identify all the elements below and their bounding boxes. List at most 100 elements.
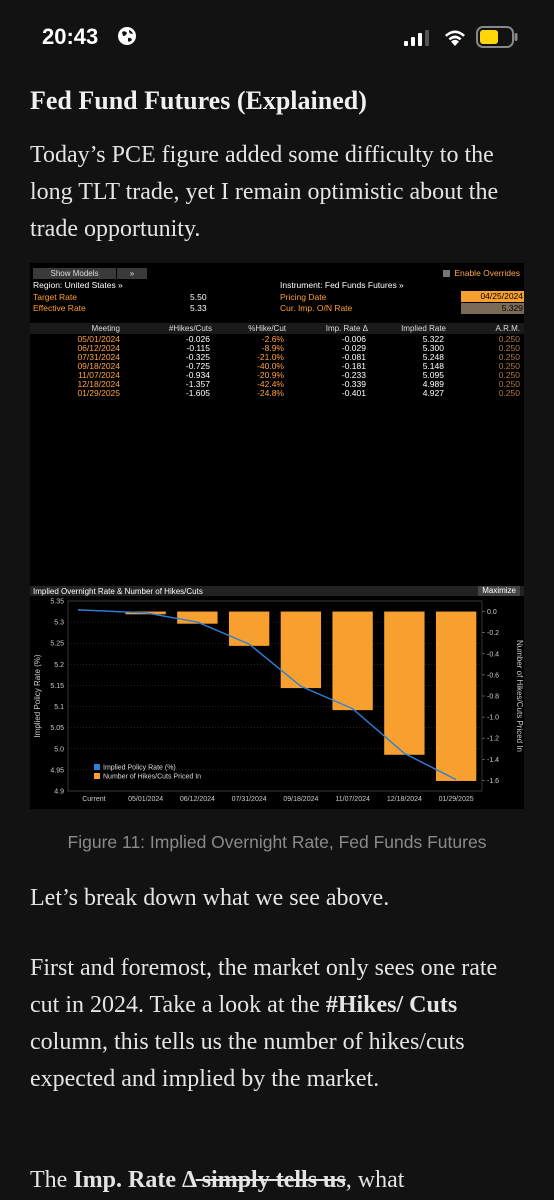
cell-imp: -0.181 (341, 361, 366, 371)
cell-implied: 4.927 (422, 388, 444, 398)
y-tick-label: 5.05 (50, 725, 64, 732)
cell-meeting: 07/31/2024 (77, 352, 120, 362)
maximize-button[interactable]: Maximize (478, 586, 520, 596)
p4-bold: Imp. Rate Δ (73, 1167, 196, 1193)
y2-tick-label: -1.2 (487, 736, 499, 743)
y-tick-label: 4.9 (54, 789, 64, 796)
col-meeting: Meeting (91, 324, 120, 333)
cell-pct: -2.6% (261, 334, 284, 344)
col-implied: Implied Rate (401, 324, 446, 333)
p3-text-b: column, this tells us the number of hike… (30, 1029, 465, 1092)
paragraph-2: Let’s break down what we see above. (30, 885, 390, 911)
x-tick-label: Current (82, 796, 105, 803)
cell-arm: 0.250 (498, 370, 520, 380)
p4-strike: simply tells us (195, 1167, 346, 1193)
cell-arm: 0.250 (498, 361, 520, 371)
table-row: 07/31/2024 -0.325 -21.0% -0.081 5.248 0.250 (30, 353, 524, 362)
cell-implied: 5.248 (422, 352, 444, 362)
cellular-signal-icon (404, 30, 429, 46)
bar (435, 611, 477, 781)
table-row: 05/01/2024 -0.026 -2.6% -0.006 5.322 0.250 (30, 335, 524, 344)
x-tick-label: 07/31/2024 (232, 796, 267, 803)
y-tick-label: 5.3 (54, 620, 64, 627)
cell-pct: -20.9% (257, 370, 284, 380)
x-tick-label: 06/12/2024 (180, 796, 215, 803)
p4-text-b: , what (345, 1167, 405, 1193)
globe-icon (118, 27, 136, 45)
bar (332, 611, 373, 711)
col-imp: Imp. Rate Δ (325, 324, 368, 333)
target-rate-value: 5.50 (190, 292, 207, 302)
legend-swatch (94, 773, 100, 779)
table-row: 06/12/2024 -0.115 -8.9% -0.029 5.300 0.250 (30, 344, 524, 353)
y2-axis-title: Number of Hikes/Cuts Priced In (515, 640, 524, 752)
y2-tick-label: -0.8 (487, 694, 499, 701)
bar (280, 611, 322, 689)
cell-pct: -21.0% (257, 352, 284, 362)
cell-hikes: -1.605 (185, 388, 210, 398)
cell-pct: -8.9% (261, 343, 284, 353)
cell-pct: -24.8% (257, 388, 284, 398)
table-header: Meeting #Hikes/Cuts %Hike/Cut Imp. Rate … (30, 323, 524, 334)
show-models-button[interactable]: Show Models (33, 268, 116, 279)
cell-meeting: 12/18/2024 (77, 379, 120, 389)
chart-title: Implied Overnight Rate & Number of Hikes… (33, 587, 203, 596)
cell-imp: -0.029 (341, 343, 366, 353)
cell-implied: 4.989 (422, 379, 444, 389)
battery-icon (476, 26, 518, 48)
cell-meeting: 01/29/2025 (77, 388, 120, 398)
cell-arm: 0.250 (498, 343, 520, 353)
cell-hikes: -0.325 (185, 352, 210, 362)
instrument-selector[interactable]: Instrument: Fed Funds Futures » (280, 280, 404, 290)
x-tick-label: 12/18/2024 (387, 796, 422, 803)
cell-arm: 0.250 (498, 379, 520, 389)
wifi-icon (445, 30, 465, 46)
enable-overrides-toggle[interactable]: Enable Overrides (443, 268, 520, 278)
y-tick-label: 5.35 (50, 599, 64, 606)
col-arm: A.R.M. (495, 324, 520, 333)
pricing-date-input[interactable]: 04/25/2024 (461, 291, 524, 302)
cell-implied: 5.300 (422, 343, 444, 353)
col-hikes: #Hikes/Cuts (168, 324, 212, 333)
cell-arm: 0.250 (498, 388, 520, 398)
expand-arrows-button[interactable]: » (117, 268, 147, 279)
article-title: Fed Fund Futures (Explained) (30, 86, 367, 115)
p3-text-a: First and foremost, the market only sees… (30, 955, 498, 1018)
p3-bold: #Hikes/ Cuts (325, 992, 458, 1018)
x-tick-label: 01/29/2025 (439, 796, 474, 803)
cell-meeting: 09/18/2024 (77, 361, 120, 371)
p4-text-a: The (30, 1167, 74, 1193)
table-row: 09/18/2024 -0.725 -40.0% -0.181 5.148 0.250 (30, 362, 524, 371)
enable-overrides-label: Enable Overrides (454, 268, 520, 278)
effective-rate-value: 5.33 (190, 303, 207, 313)
bar (228, 611, 270, 646)
checkbox-icon (443, 270, 451, 277)
cur-imp-rate-label: Cur. Imp. O/N Rate (280, 303, 353, 313)
y-axis-title: Implied Policy Rate (%) (33, 654, 42, 737)
y2-tick-label: -1.0 (487, 715, 499, 722)
legend-entry: Number of Hikes/Cuts Priced In (103, 774, 201, 781)
cell-arm: 0.250 (498, 334, 520, 344)
x-tick-label: 09/18/2024 (283, 796, 318, 803)
clock: 20:43 (42, 24, 99, 49)
paragraph-4: The Imp. Rate Δ simply tells us, what (30, 1162, 530, 1199)
y-tick-label: 4.95 (50, 767, 64, 774)
pricing-date-label: Pricing Date (280, 292, 327, 302)
cell-imp: -0.006 (341, 334, 366, 344)
cell-meeting: 11/07/2024 (78, 370, 120, 380)
y2-tick-label: -0.4 (487, 651, 499, 658)
table-row: 11/07/2024 -0.934 -20.9% -0.233 5.095 0.250 (30, 371, 524, 380)
y-tick-label: 5.0 (54, 746, 64, 753)
cell-implied: 5.322 (422, 334, 444, 344)
figure-caption: Figure 11: Implied Overnight Rate, Fed F… (67, 832, 487, 852)
chart-header: Implied Overnight Rate & Number of Hikes… (30, 586, 524, 596)
region-selector[interactable]: Region: United States » (33, 280, 123, 290)
terminal-figure: Show Models » Enable Overrides Region: U… (30, 263, 524, 809)
rate-line (77, 609, 457, 781)
cell-hikes: -0.115 (186, 343, 210, 353)
cell-pct: -42.4% (257, 379, 284, 389)
cell-imp: -0.233 (341, 370, 366, 380)
legend-swatch (94, 764, 100, 770)
y2-tick-label: 0.0 (487, 609, 497, 616)
target-rate-label: Target Rate (33, 292, 77, 302)
